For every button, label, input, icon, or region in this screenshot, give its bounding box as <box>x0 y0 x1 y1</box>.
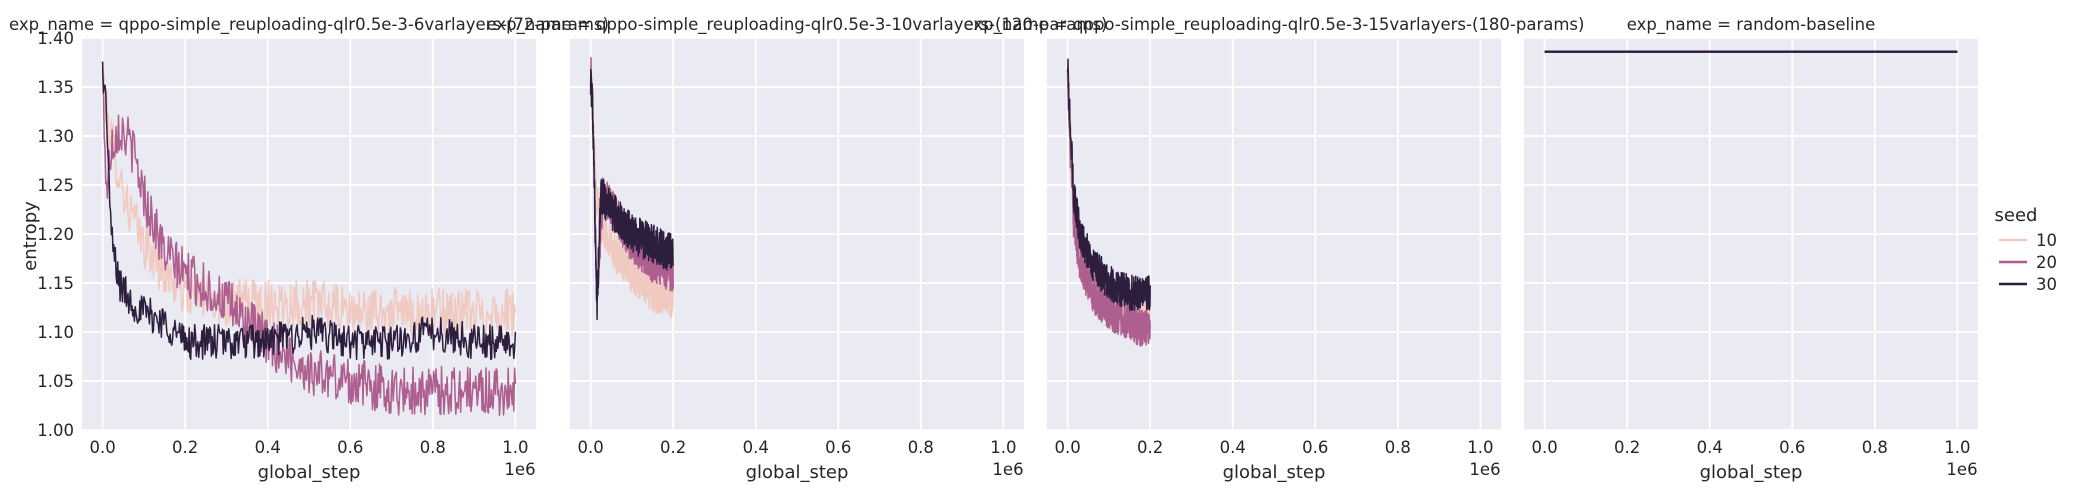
x-tick-label: 1.0 <box>502 438 528 457</box>
legend-title: seed <box>1995 205 2038 226</box>
legend-label-seed-10: 10 <box>2036 231 2057 250</box>
x-tick-label: 0.8 <box>420 438 446 457</box>
x-tick-label: 0.0 <box>1055 438 1081 457</box>
x-tick-label: 0.2 <box>660 438 686 457</box>
x-tick-label: 0.8 <box>908 438 934 457</box>
x-axis-label: global_step <box>1700 462 1803 483</box>
x-axis-label: global_step <box>258 462 361 483</box>
x-tick-label: 0.4 <box>255 438 281 457</box>
x-tick-label: 0.8 <box>1385 438 1411 457</box>
x-tick-label: 0.6 <box>1779 438 1805 457</box>
panel-title: exp_name = qppo-simple_reuploading-qlr0.… <box>9 15 609 35</box>
y-tick-label: 1.00 <box>37 421 74 440</box>
x-tick-label: 0.6 <box>337 438 363 457</box>
x-tick-label: 0.0 <box>90 438 116 457</box>
y-tick-label: 1.15 <box>37 274 74 293</box>
panel-title: exp_name = qppo-simple_reuploading-qlr0.… <box>487 15 1108 35</box>
panels: 0.0 0.2 0.4 0.6 0.8 1.0 1.00 1.05 1.10 1.15 1.20 1.… <box>9 15 1978 483</box>
legend-label-seed-30: 30 <box>2036 275 2057 294</box>
series-line-seed-20 <box>101 69 517 416</box>
legend-items: 10 20 30 <box>1999 231 2057 294</box>
series-line-seed-30 <box>1066 58 1151 312</box>
y-axis-label: entropy <box>20 201 41 271</box>
y-tick-label: 1.40 <box>37 29 74 48</box>
panel-title: exp_name = random-baseline <box>1627 15 1876 35</box>
y-tick-label: 1.05 <box>37 372 74 391</box>
x-offset-label: 1e6 <box>1946 460 1977 479</box>
panel-title: exp_name = qppo-simple_reuploading-qlr0.… <box>964 15 1585 35</box>
panel-1: 0.0 0.2 0.4 0.6 0.8 1.0 1.00 1.05 1.10 1.15 1.20 1.… <box>9 15 609 483</box>
x-tick-label: 1.0 <box>990 438 1016 457</box>
legend-label-seed-20: 20 <box>2036 253 2057 272</box>
y-tick-label: 1.25 <box>37 176 74 195</box>
x-axis-label: global_step <box>746 462 849 483</box>
series-line-seed-30 <box>589 68 674 321</box>
y-tick-label: 1.20 <box>37 225 74 244</box>
panel-2: 0.0 0.2 0.4 0.6 0.8 1.0 global_step 1e6 exp_name… <box>487 15 1108 483</box>
panel-4: 0.0 0.2 0.4 0.6 0.8 1.0 global_step 1e6 exp_name… <box>1524 15 1978 483</box>
legend: seed 10 20 30 <box>1995 205 2057 294</box>
panel-3: 0.0 0.2 0.4 0.6 0.8 1.0 global_step 1e6 exp_name… <box>964 15 1585 483</box>
series-line-seed-30 <box>101 61 517 361</box>
y-tick-label: 1.10 <box>37 323 74 342</box>
x-tick-label: 0.6 <box>825 438 851 457</box>
series-line-seed-10 <box>589 66 674 319</box>
y-tick-label: 1.30 <box>37 127 74 146</box>
x-tick-label: 0.0 <box>578 438 604 457</box>
x-tick-label: 0.8 <box>1862 438 1888 457</box>
series-line-seed-10 <box>101 70 517 337</box>
x-tick-label: 0.2 <box>1614 438 1640 457</box>
x-offset-label: 1e6 <box>504 460 535 479</box>
x-offset-label: 1e6 <box>992 460 1023 479</box>
x-tick-label: 0.4 <box>1220 438 1246 457</box>
x-tick-label: 1.0 <box>1944 438 1970 457</box>
x-tick-label: 0.6 <box>1302 438 1328 457</box>
y-tick-label: 1.35 <box>37 78 74 97</box>
x-tick-label: 0.4 <box>1697 438 1723 457</box>
series-line-seed-20 <box>1066 70 1151 348</box>
x-tick-label: 0.2 <box>172 438 198 457</box>
x-axis-label: global_step <box>1223 462 1326 483</box>
x-tick-label: 0.4 <box>743 438 769 457</box>
x-tick-label: 0.0 <box>1532 438 1558 457</box>
x-tick-label: 0.2 <box>1137 438 1163 457</box>
x-offset-label: 1e6 <box>1469 460 1500 479</box>
x-tick-label: 1.0 <box>1467 438 1493 457</box>
